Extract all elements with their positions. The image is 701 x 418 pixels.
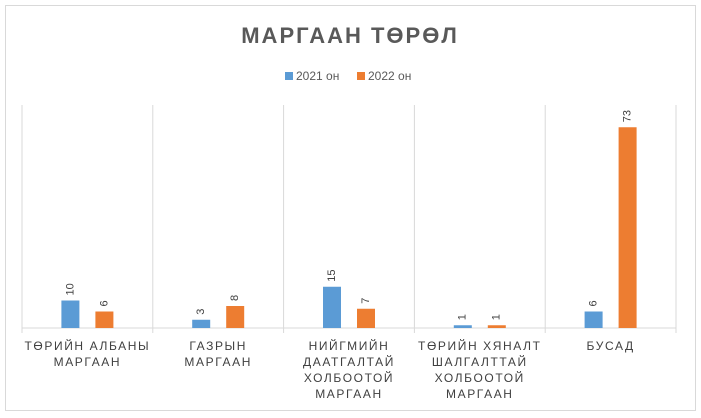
data-label: 1 (491, 314, 503, 320)
bar (95, 311, 114, 328)
data-label: 73 (622, 110, 634, 122)
legend-swatch (357, 72, 365, 80)
legend-swatch (285, 72, 293, 80)
bar (487, 325, 506, 328)
data-label: 8 (229, 295, 241, 301)
bar (323, 286, 341, 328)
data-label: 3 (195, 309, 207, 315)
bar (357, 308, 375, 328)
bar (584, 311, 603, 328)
x-tick-label: БУСАД (586, 339, 635, 353)
chart-title: МАРГААН ТӨРӨЛ (241, 23, 459, 48)
x-tick-label: НИЙГМИЙН ДААТГАЛТАЙ ХОЛБООТОЙ МАРГААН (303, 339, 395, 401)
bar (192, 319, 211, 328)
data-label: 6 (588, 300, 600, 306)
chart-border (5, 5, 696, 411)
data-label: 15 (326, 270, 338, 282)
x-tick-label: ТӨРИЙН АЛБАНЫ МАРГААН (24, 339, 151, 369)
data-label: 10 (64, 283, 76, 295)
legend-label: 2021 он (296, 69, 339, 83)
data-label: 7 (360, 298, 372, 304)
bar (226, 306, 245, 328)
bar (61, 300, 80, 328)
x-tick-label: ТӨРИЙН ХЯНАЛТ ШАЛГАЛТТАЙ ХОЛБООТОЙ МАРГА… (418, 339, 542, 401)
data-label: 6 (98, 300, 110, 306)
bar (618, 127, 637, 328)
data-label: 1 (457, 314, 469, 320)
legend-label: 2022 он (368, 69, 411, 83)
x-tick-label: ГАЗРЫН МАРГААН (184, 339, 252, 369)
bar (453, 325, 472, 328)
